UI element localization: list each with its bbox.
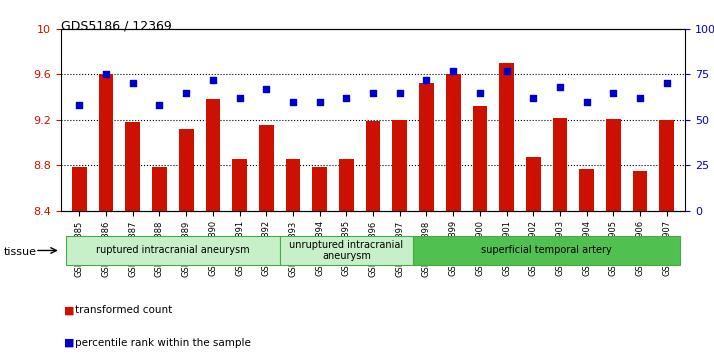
Text: percentile rank within the sample: percentile rank within the sample [75,338,251,348]
Bar [178,129,193,211]
Point [448,68,459,74]
Text: superficial temporal artery: superficial temporal artery [481,245,612,256]
Bar [366,121,381,211]
Point [634,95,645,101]
Bar [553,118,568,211]
Point [528,95,539,101]
Bar [579,168,594,211]
Bar [499,63,514,211]
Bar [232,159,247,211]
Bar [339,159,353,211]
Bar [526,157,540,211]
Point [367,90,378,95]
Point [474,90,486,95]
Bar [473,106,487,211]
Point [501,68,512,74]
Text: transformed count: transformed count [75,305,172,315]
Point [261,86,272,92]
Text: ■: ■ [64,338,75,348]
Point [101,72,112,77]
Text: tissue: tissue [4,247,36,257]
Text: ■: ■ [64,305,75,315]
Bar [419,83,434,211]
Point [154,102,165,108]
Point [341,95,352,101]
Text: unruptured intracranial
aneurysm: unruptured intracranial aneurysm [289,240,403,261]
Bar [99,74,114,211]
Point [287,99,298,105]
Bar [126,122,140,211]
Point [394,90,406,95]
Point [554,84,565,90]
Bar [413,236,680,265]
Bar [446,74,461,211]
Bar [606,119,620,211]
Point [421,77,432,83]
Bar [72,167,86,211]
Point [74,102,85,108]
Point [207,77,218,83]
Point [581,99,593,105]
Point [314,99,326,105]
Point [127,81,139,86]
Bar [280,236,413,265]
Bar [633,171,648,211]
Point [234,95,246,101]
Point [181,90,192,95]
Text: ruptured intracranial aneurysm: ruptured intracranial aneurysm [96,245,250,256]
Point [661,81,673,86]
Bar [286,159,301,211]
Bar [152,167,167,211]
Point [608,90,619,95]
Bar [660,120,674,211]
Bar [259,126,273,211]
Bar [66,236,280,265]
Bar [312,167,327,211]
Bar [393,120,407,211]
Bar [206,99,220,211]
Text: GDS5186 / 12369: GDS5186 / 12369 [61,20,171,33]
